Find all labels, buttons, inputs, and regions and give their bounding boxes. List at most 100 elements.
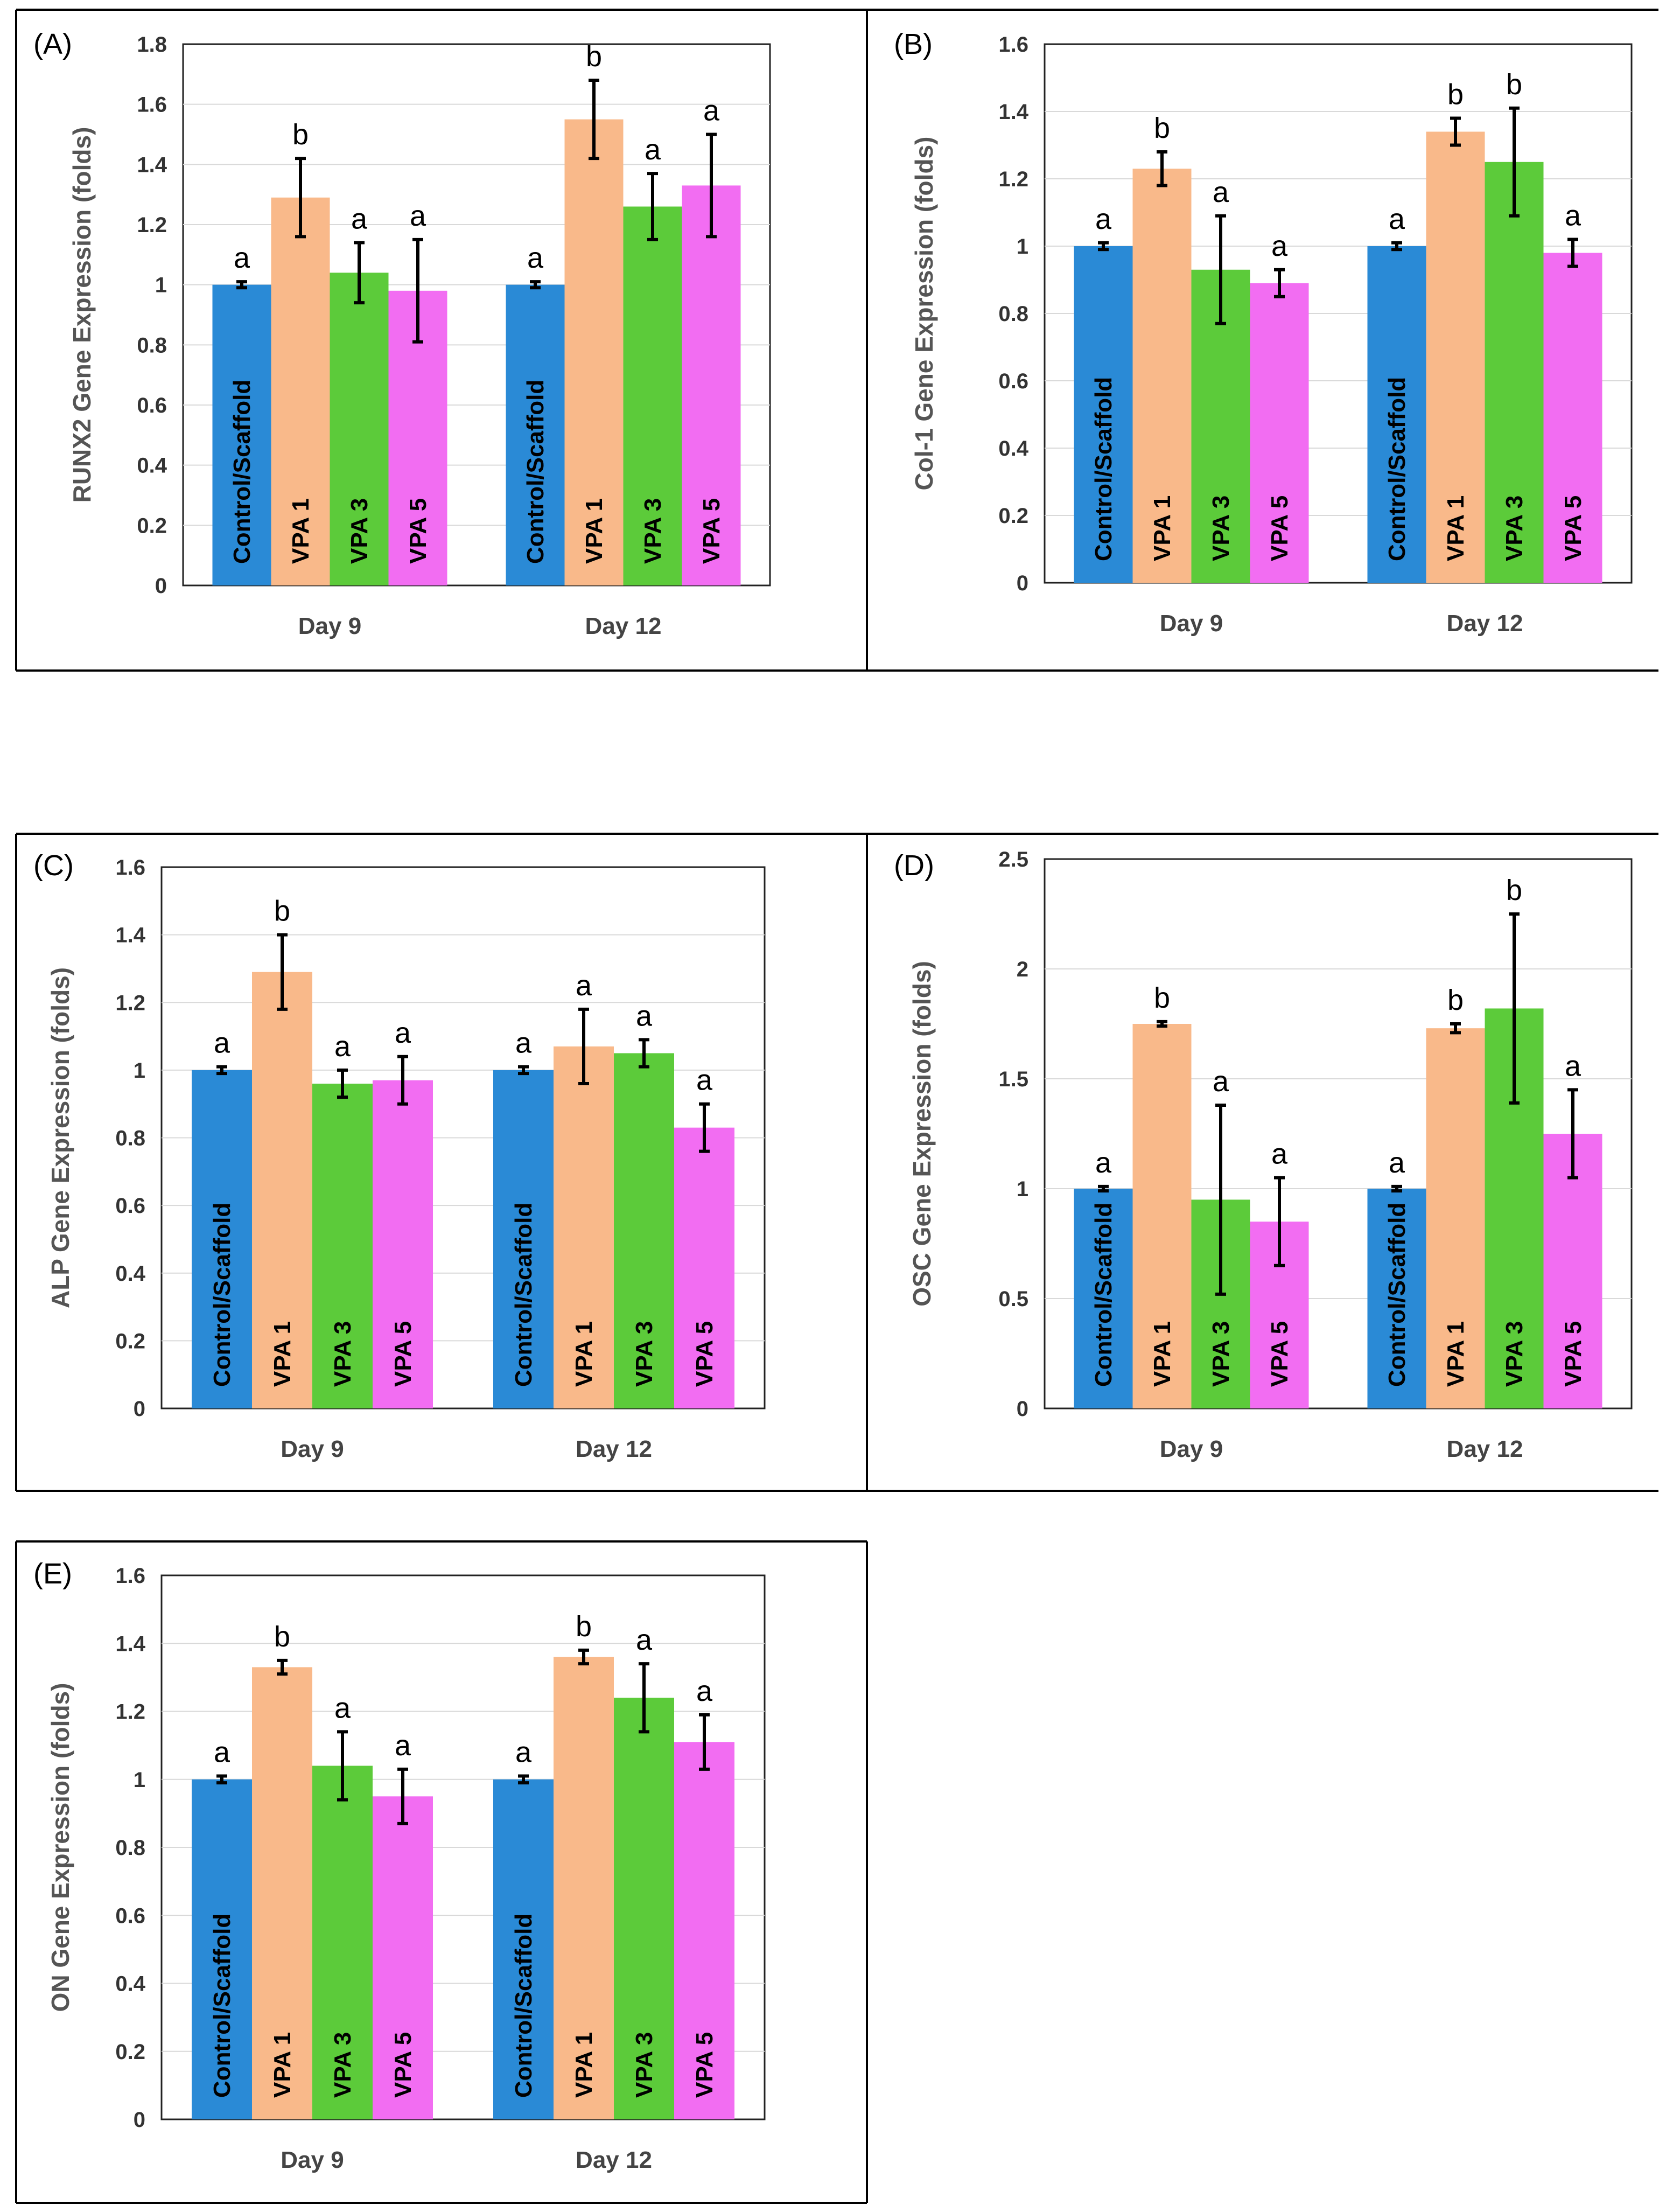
significance-letter: b <box>1154 112 1170 144</box>
bar <box>1543 253 1602 583</box>
panel-tag: (C) <box>33 849 74 882</box>
significance-letter: a <box>234 242 250 274</box>
bar-series-label: VPA 3 <box>330 2032 356 2098</box>
bar-series-label: VPA 3 <box>631 2032 657 2098</box>
bar <box>564 119 624 586</box>
bar <box>312 1084 373 1408</box>
panel-tag: (E) <box>33 1558 72 1590</box>
x-category-label: Day 12 <box>576 2147 652 2173</box>
bar-series-label: Control/Scaffold <box>1384 377 1410 561</box>
bar-series-label: VPA 1 <box>1149 496 1175 561</box>
bar <box>614 1053 674 1408</box>
y-tick-label: 0.6 <box>115 1194 145 1218</box>
y-tick-label: 1.6 <box>998 33 1028 57</box>
significance-letter: a <box>636 1000 653 1032</box>
y-tick-label: 1.6 <box>137 93 167 117</box>
significance-letter: a <box>1565 200 1581 232</box>
bar-series-label: VPA 3 <box>1208 496 1234 561</box>
y-tick-label: 0 <box>155 574 167 598</box>
chart-panel-1: 0 0.2 0.4 0.6 0.8 1 1.2 1.4 1.6 1.8 (A) RUNX2 Gene … <box>33 28 771 639</box>
bar-series-label: VPA 3 <box>1501 1321 1528 1387</box>
y-tick-label: 0.4 <box>998 437 1028 460</box>
x-category-label: Day 12 <box>1447 1436 1523 1462</box>
bar <box>212 284 271 585</box>
significance-letter: a <box>515 1736 532 1768</box>
bar-series-label: VPA 3 <box>1208 1321 1234 1387</box>
bar <box>1485 162 1544 583</box>
y-tick-label: 0.8 <box>137 333 167 357</box>
bar-series-label: Control/Scaffold <box>209 1203 235 1387</box>
x-category-label: Day 9 <box>281 2147 344 2173</box>
y-axis-label: Col-1 Gene Expression (folds) <box>910 137 938 491</box>
bar <box>554 1657 614 2119</box>
y-tick-label: 1 <box>134 1059 145 1083</box>
x-category-label: Day 9 <box>281 1436 344 1462</box>
significance-letter: a <box>1213 176 1229 208</box>
bar-series-label: Control/Scaffold <box>510 1203 537 1387</box>
significance-letter: b <box>292 118 309 151</box>
x-category-label: Day 12 <box>576 1436 652 1462</box>
significance-letter: b <box>1447 984 1464 1016</box>
bar <box>312 1766 373 2119</box>
y-tick-label: 0.4 <box>115 1262 145 1286</box>
bar <box>373 1080 433 1408</box>
bar-series-label: VPA 1 <box>571 1321 597 1387</box>
chart-panel-4: 0 0.5 1 1.5 2 2.5 (D) OSC Gene Expression (fold… <box>894 848 1633 1462</box>
y-tick-label: 1.2 <box>115 1700 145 1724</box>
bar-series-label: VPA 5 <box>405 498 431 564</box>
significance-letter: a <box>576 969 592 1002</box>
significance-letter: b <box>586 40 602 73</box>
y-tick-label: 0.2 <box>115 2040 145 2064</box>
y-tick-label: 0 <box>134 2108 145 2132</box>
chart-panel-3: 0 0.2 0.4 0.6 0.8 1 1.2 1.4 1.6 (C) ALP Gene Expre… <box>33 849 766 1462</box>
y-tick-label: 2.5 <box>998 848 1028 871</box>
significance-letter: a <box>1271 230 1288 262</box>
bar <box>614 1698 674 2119</box>
bar-series-label: VPA 1 <box>1149 1321 1175 1387</box>
y-axis-label: OSC Gene Expression (folds) <box>908 961 936 1307</box>
bar-series-label: VPA 5 <box>390 2032 416 2098</box>
bar-series-label: VPA 1 <box>269 2032 296 2098</box>
plot-area <box>1044 858 1633 1409</box>
bar-series-label: Control/Scaffold <box>522 380 549 564</box>
y-tick-label: 1.6 <box>115 856 145 880</box>
bar-series-label: VPA 1 <box>571 2032 597 2098</box>
significance-letter: a <box>515 1027 532 1059</box>
bar <box>1543 1134 1602 1408</box>
y-tick-label: 0.8 <box>115 1836 145 1860</box>
bar <box>1250 283 1309 583</box>
bar-series-label: VPA 5 <box>1560 1321 1586 1387</box>
y-axis-label: RUNX2 Gene Expression (folds) <box>68 127 96 503</box>
bar-series-label: VPA 5 <box>1266 1321 1293 1387</box>
y-tick-label: 1 <box>1017 1177 1028 1201</box>
bar <box>271 197 330 585</box>
significance-letter: a <box>1565 1050 1581 1082</box>
bar-series-label: VPA 1 <box>269 1321 296 1387</box>
significance-letter: a <box>696 1064 713 1097</box>
panel-tag: (A) <box>33 28 72 60</box>
bar <box>674 1742 734 2119</box>
significance-letter: b <box>274 895 290 927</box>
y-tick-label: 1.4 <box>137 153 167 177</box>
y-tick-label: 1.8 <box>137 33 167 57</box>
significance-letter: b <box>274 1621 290 1653</box>
bar <box>682 185 741 586</box>
y-tick-label: 0 <box>134 1397 145 1421</box>
x-category-label: Day 9 <box>1160 1436 1223 1462</box>
significance-letter: a <box>395 1017 411 1049</box>
significance-letter: a <box>1389 1147 1405 1179</box>
y-tick-label: 0.8 <box>115 1127 145 1150</box>
bar <box>623 206 682 585</box>
significance-letter: a <box>214 1027 230 1059</box>
y-tick-label: 1.4 <box>998 100 1028 124</box>
y-tick-label: 0.5 <box>998 1287 1028 1311</box>
bar <box>252 1667 312 2119</box>
y-tick-label: 0.6 <box>137 394 167 417</box>
bar-series-label: VPA 3 <box>1501 496 1528 561</box>
bar-series-label: VPA 5 <box>1560 496 1586 561</box>
significance-letter: a <box>351 203 368 235</box>
y-tick-label: 1 <box>155 274 167 297</box>
y-tick-label: 1.6 <box>115 1564 145 1588</box>
bar <box>1132 169 1192 583</box>
significance-letter: a <box>1095 203 1112 235</box>
